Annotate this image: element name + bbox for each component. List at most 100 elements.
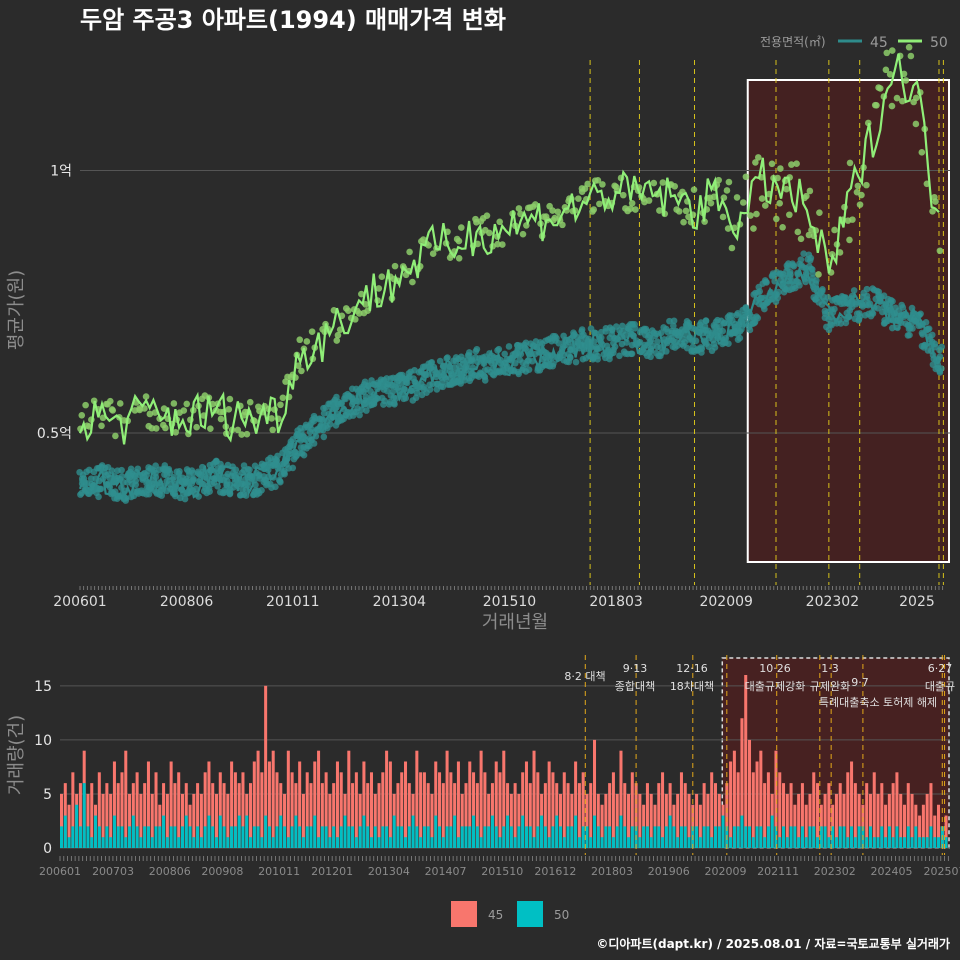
bar-45 bbox=[634, 783, 638, 848]
bar-50 bbox=[895, 826, 899, 848]
bar-45 bbox=[577, 783, 581, 848]
bar-50 bbox=[146, 826, 150, 848]
data-point-50 bbox=[753, 210, 760, 218]
x-tick-label-bottom: 202111 bbox=[757, 865, 799, 878]
bar-45 bbox=[782, 783, 786, 848]
data-point-50 bbox=[883, 49, 891, 57]
bar-50 bbox=[524, 826, 528, 848]
bar-50 bbox=[679, 826, 683, 848]
bar-50 bbox=[812, 826, 816, 848]
bar-50 bbox=[90, 837, 94, 848]
data-point-50 bbox=[725, 178, 733, 186]
bar-45 bbox=[608, 783, 612, 848]
bar-50 bbox=[683, 826, 687, 848]
data-point-50 bbox=[226, 395, 234, 403]
bar-45 bbox=[827, 783, 831, 848]
bar-50 bbox=[456, 837, 460, 848]
bar-50 bbox=[797, 837, 801, 848]
bar-50 bbox=[445, 826, 449, 848]
data-point-45 bbox=[465, 349, 473, 356]
bar-50 bbox=[162, 815, 166, 848]
bar-50 bbox=[944, 837, 948, 848]
annotation-label: 대출규 bbox=[925, 680, 955, 693]
data-point-45 bbox=[226, 490, 234, 498]
bar-50 bbox=[184, 815, 188, 848]
data-point-45 bbox=[936, 369, 944, 376]
bar-50 bbox=[139, 837, 143, 848]
bar-45 bbox=[169, 761, 173, 848]
bar-50 bbox=[396, 826, 400, 848]
data-point-50 bbox=[152, 425, 160, 432]
data-point-50 bbox=[773, 215, 780, 223]
bar-45 bbox=[298, 761, 302, 848]
data-point-50 bbox=[474, 240, 482, 248]
data-point-45 bbox=[420, 383, 428, 391]
bar-50 bbox=[736, 826, 740, 848]
bar-45 bbox=[868, 793, 872, 848]
bar-45 bbox=[570, 793, 574, 848]
bar-50 bbox=[891, 837, 895, 848]
data-point-50 bbox=[303, 338, 311, 345]
bar-45 bbox=[494, 761, 498, 848]
bar-50 bbox=[105, 826, 109, 848]
data-point-50 bbox=[183, 400, 191, 408]
bar-50 bbox=[630, 826, 634, 848]
bar-45 bbox=[899, 793, 903, 848]
bar-50 bbox=[207, 815, 211, 848]
bar-45 bbox=[445, 750, 449, 848]
data-point-45 bbox=[654, 338, 661, 345]
data-point-45 bbox=[95, 493, 102, 501]
bar-45 bbox=[369, 772, 373, 848]
bar-50 bbox=[317, 837, 321, 848]
data-point-45 bbox=[214, 483, 221, 490]
bar-50 bbox=[623, 826, 627, 848]
data-point-50 bbox=[160, 405, 168, 412]
bar-50 bbox=[574, 815, 578, 848]
bar-45 bbox=[347, 750, 351, 848]
bar-45 bbox=[109, 793, 113, 848]
bar-45 bbox=[230, 761, 234, 848]
bar-50 bbox=[868, 826, 872, 848]
data-point-50 bbox=[762, 202, 769, 209]
x-tick-label-bottom: 201407 bbox=[425, 865, 467, 878]
bar-50 bbox=[494, 826, 498, 848]
x-tick-label-bottom: 202302 bbox=[814, 865, 856, 878]
bar-50 bbox=[831, 826, 835, 848]
bar-45 bbox=[78, 783, 82, 848]
data-point-50 bbox=[162, 424, 169, 432]
x-tick-label-bottom: 200703 bbox=[92, 865, 134, 878]
data-point-50 bbox=[246, 398, 254, 406]
data-point-45 bbox=[869, 310, 877, 317]
data-point-50 bbox=[680, 218, 687, 226]
bar-45 bbox=[313, 761, 317, 848]
bar-50 bbox=[536, 826, 540, 848]
bar-50 bbox=[112, 815, 116, 848]
data-point-45 bbox=[501, 350, 508, 358]
bar-50 bbox=[264, 815, 268, 848]
data-point-45 bbox=[733, 311, 741, 319]
bar-50 bbox=[249, 837, 253, 848]
bar-50 bbox=[887, 826, 891, 848]
bar-50 bbox=[604, 826, 608, 848]
bar-50 bbox=[124, 837, 128, 848]
bar-50 bbox=[226, 837, 230, 848]
data-point-50 bbox=[849, 216, 856, 223]
bar-45 bbox=[509, 793, 513, 848]
bar-45 bbox=[895, 772, 899, 848]
data-point-45 bbox=[300, 451, 308, 459]
annotation-label: 규제완화 bbox=[810, 680, 850, 693]
bar-45 bbox=[823, 793, 827, 848]
bar-45 bbox=[112, 761, 116, 848]
bar-50 bbox=[343, 815, 347, 848]
bar-50 bbox=[547, 837, 551, 848]
bar-45 bbox=[449, 772, 453, 848]
bar-45 bbox=[574, 761, 578, 848]
bar-45 bbox=[271, 750, 275, 848]
bar-50 bbox=[407, 826, 411, 848]
bar-45 bbox=[354, 772, 358, 848]
data-point-50 bbox=[391, 262, 399, 270]
data-point-45 bbox=[381, 397, 388, 405]
data-point-45 bbox=[326, 420, 334, 428]
data-point-45 bbox=[189, 476, 197, 484]
